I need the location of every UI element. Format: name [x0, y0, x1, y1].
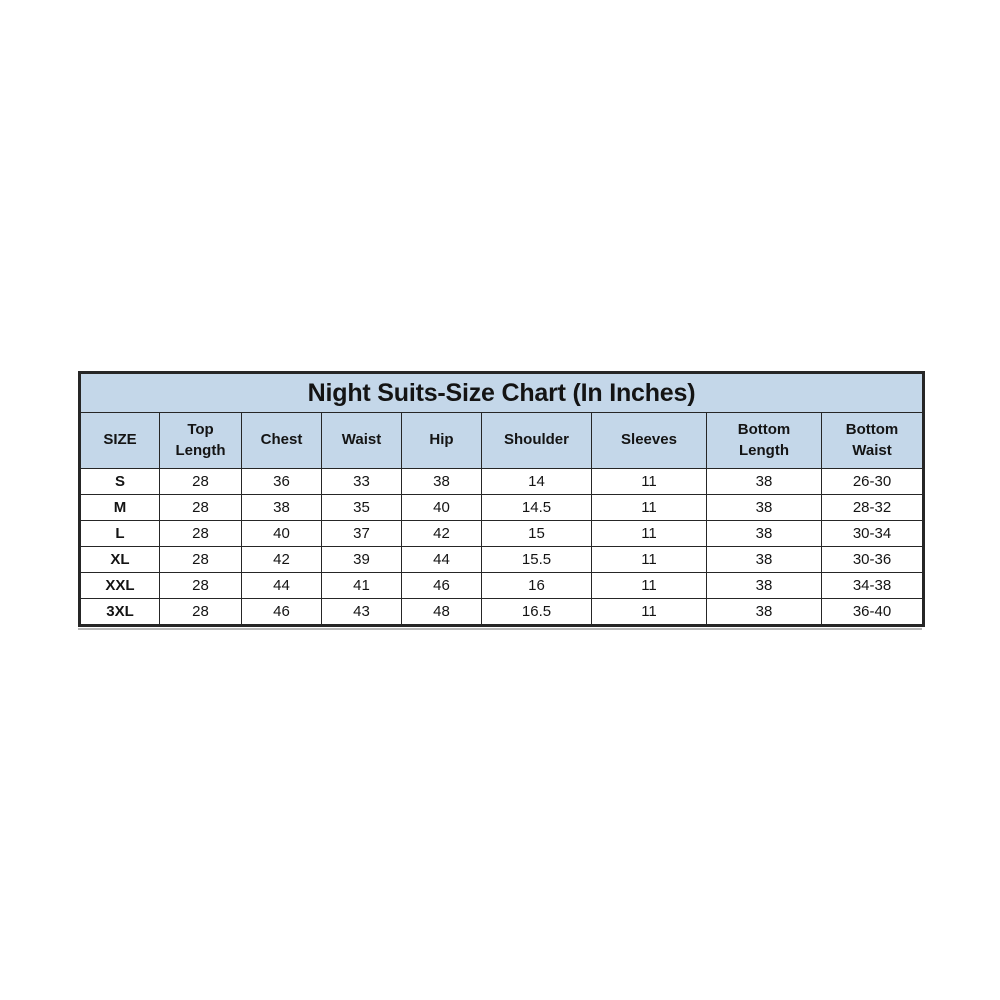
table-row-l: L 28 40 37 42 15 11 38 30-34: [79, 520, 925, 547]
table-cell: 42: [401, 520, 482, 547]
table-cell: 46: [401, 572, 482, 599]
table-cell: 44: [401, 546, 482, 573]
table-cell: 48: [401, 598, 482, 626]
header-row: SIZE Top Length Chest Waist Hip Shoulder…: [79, 412, 925, 469]
table-cell: 28: [159, 468, 242, 495]
column-header-top-length: Top Length: [159, 412, 242, 469]
table-cell: 34-38: [820, 572, 925, 599]
table-cell: 11: [591, 494, 707, 521]
table-cell: 28: [159, 494, 242, 521]
column-header-bottom-length: Bottom Length: [706, 412, 822, 469]
table-cell: XL: [79, 546, 160, 573]
table-cell: 38: [241, 494, 322, 521]
table-cell: 11: [591, 546, 707, 573]
table-row-xxl: XXL 28 44 41 46 16 11 38 34-38: [79, 572, 925, 599]
table-cell: 38: [706, 598, 822, 626]
table-row-s: S 28 36 33 38 14 11 38 26-30: [79, 468, 925, 495]
table-cell: 26-30: [820, 468, 925, 495]
table-cell: 44: [241, 572, 322, 599]
column-header-chest: Chest: [241, 412, 322, 469]
table-cell: 28-32: [820, 494, 925, 521]
table-cell: 42: [241, 546, 322, 573]
table-cell: 16.5: [481, 598, 592, 626]
table-cell: 38: [706, 520, 822, 547]
table-cell: 38: [706, 494, 822, 521]
table-cell: 11: [591, 598, 707, 626]
table-cell: 40: [241, 520, 322, 547]
table-row-xl: XL 28 42 39 44 15.5 11 38 30-36: [79, 546, 925, 573]
table-row-3xl: 3XL 28 46 43 48 16.5 11 38 36-40: [79, 598, 925, 626]
table-cell: 36: [241, 468, 322, 495]
table-cell: 38: [706, 468, 822, 495]
title-row: Night Suits-Size Chart (In Inches): [78, 372, 925, 413]
size-chart-container: Night Suits-Size Chart (In Inches) SIZE …: [78, 371, 926, 630]
table-cell: 33: [321, 468, 402, 495]
table-cell: 15.5: [481, 546, 592, 573]
table-cell: 40: [401, 494, 482, 521]
table-cell: S: [79, 468, 160, 495]
table-cell: 38: [706, 572, 822, 599]
table-cell: 28: [159, 520, 242, 547]
column-header-waist: Waist: [321, 412, 402, 469]
table-cell: 28: [159, 598, 242, 626]
table-cell: 15: [481, 520, 592, 547]
table-cell: 16: [481, 572, 592, 599]
column-header-sleeves: Sleeves: [591, 412, 707, 469]
column-header-bottom-waist: Bottom Waist: [820, 412, 925, 469]
column-header-hip: Hip: [401, 412, 482, 469]
table-shadow-line: [78, 628, 922, 630]
table-cell: 38: [401, 468, 482, 495]
table-cell: 3XL: [79, 598, 160, 626]
table-cell: 36-40: [820, 598, 925, 626]
table-cell: 39: [321, 546, 402, 573]
column-header-shoulder: Shoulder: [481, 412, 592, 469]
table-cell: 38: [706, 546, 822, 573]
column-header-size: SIZE: [79, 412, 160, 469]
table-cell: XXL: [79, 572, 160, 599]
table-cell: 14.5: [481, 494, 592, 521]
table-cell: 11: [591, 572, 707, 599]
table-cell: 30-36: [820, 546, 925, 573]
table-cell: 28: [159, 546, 242, 573]
table-row-m: M 28 38 35 40 14.5 11 38 28-32: [79, 494, 925, 521]
size-chart-table: Night Suits-Size Chart (In Inches) SIZE …: [78, 371, 926, 627]
table-cell: L: [79, 520, 160, 547]
table-cell: 35: [321, 494, 402, 521]
table-cell: M: [79, 494, 160, 521]
table-cell: 37: [321, 520, 402, 547]
table-cell: 14: [481, 468, 592, 495]
table-cell: 43: [321, 598, 402, 626]
table-cell: 11: [591, 520, 707, 547]
table-cell: 46: [241, 598, 322, 626]
table-cell: 41: [321, 572, 402, 599]
table-title: Night Suits-Size Chart (In Inches): [78, 372, 925, 413]
table-cell: 11: [591, 468, 707, 495]
table-cell: 28: [159, 572, 242, 599]
table-cell: 30-34: [820, 520, 925, 547]
